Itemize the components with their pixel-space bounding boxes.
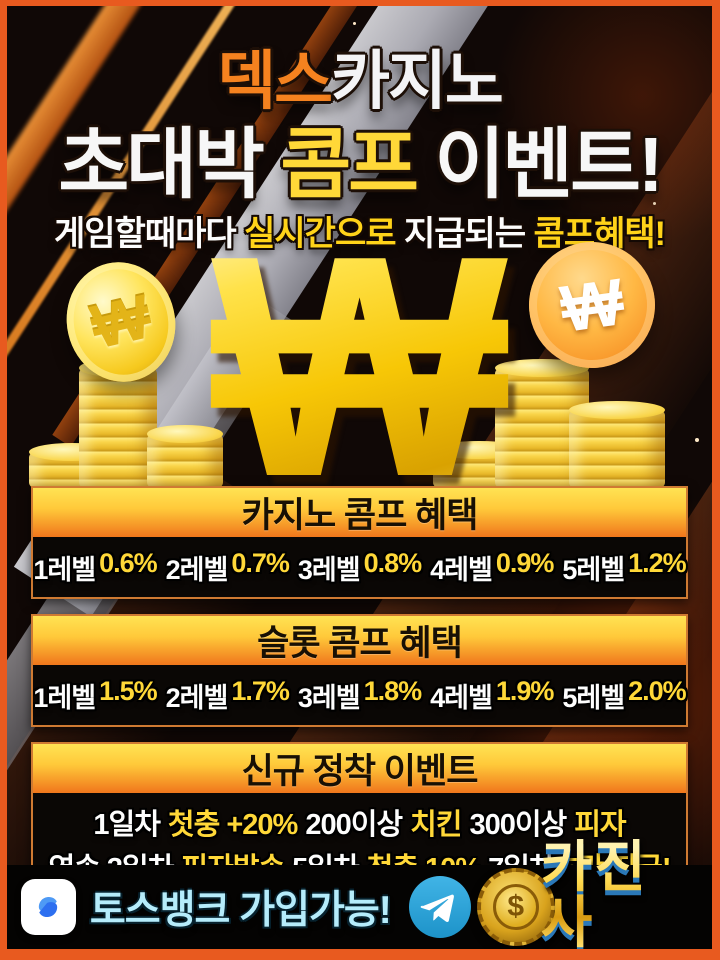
level-rate: 1레벨 1.5% xyxy=(33,675,157,713)
dollar-symbol: $ xyxy=(492,884,539,930)
casino-chip-icon: $ xyxy=(476,868,555,946)
event-line-1: 1일차 첫충 +20% 200이상 치킨 300이상 피자 xyxy=(93,809,626,841)
panel-newbie-title: 신규 정착 이벤트 xyxy=(33,744,686,793)
level-rate: 5레벨 2.0% xyxy=(562,675,686,713)
toss-bank-icon xyxy=(21,879,76,935)
level-rate: 4레벨 0.9% xyxy=(430,547,554,585)
panel-slot-title: 슬롯 콤프 혜택 xyxy=(33,616,686,665)
won-glyph: ₩ xyxy=(84,281,158,363)
panel-casino-title: 카지노 콤프 혜택 xyxy=(33,488,686,537)
toss-bank-label: 토스뱅크 가입가능! xyxy=(89,889,392,932)
event-headline: 초대박 콤프 이벤트! xyxy=(7,103,712,214)
panel-casino-body: 1레벨 0.6% 2레벨 0.7% 3레벨 0.8% 4레벨 0.9% 5레벨 1.2% xyxy=(33,537,686,597)
headline-part3: 이벤트! xyxy=(434,122,663,208)
footer-bar: 토스뱅크 가입가능! $ 카진사 카진사 xyxy=(7,839,712,949)
tagline-seg1: 게임할때마다 xyxy=(54,215,244,253)
banner-background: 덱스카지노 초대박 콤프 이벤트! 게임할때마다 실시간으로 지급되는 콤프혜택… xyxy=(7,6,712,949)
telegram-icon xyxy=(408,876,471,938)
tagline-seg3: 지급되는 xyxy=(396,215,534,253)
toss-logo-icon xyxy=(39,897,58,917)
panel-slot-comp: 슬롯 콤프 혜택 1레벨 1.5% 2레벨 1.7% 3레벨 1.8% 4레벨 1.9%… xyxy=(31,614,688,727)
gold-coins-illustration: ₩ ₩ ₩ xyxy=(7,209,712,524)
won-symbol: ₩ xyxy=(7,209,712,524)
main-title: 덱스카지노 xyxy=(7,30,712,122)
headline-part1: 초대박 xyxy=(58,122,265,208)
tagline-seg2: 실시간으로 xyxy=(244,215,396,253)
level-rate: 3레벨 1.8% xyxy=(297,675,422,713)
won-glyph: ₩ xyxy=(555,264,628,346)
headline-part2: 콤프 xyxy=(280,122,419,208)
panel-casino-comp: 카지노 콤프 혜택 1레벨 0.6% 2레벨 0.7% 3레벨 0.8% 4레벨 0.9… xyxy=(31,486,688,599)
brand-name: 덱스 xyxy=(217,45,333,117)
level-rate: 2레벨 1.7% xyxy=(165,675,290,713)
level-rate: 4레벨 1.9% xyxy=(430,675,554,713)
coin-stack xyxy=(569,401,665,488)
brand-suffix: 카지노 xyxy=(331,45,504,117)
site-logo: 카진사 카진사 xyxy=(541,839,698,950)
level-rate: 2레벨 0.7% xyxy=(165,547,290,585)
coin-stack xyxy=(147,425,223,488)
site-logo-text: 카진사 xyxy=(541,839,698,950)
level-rate: 3레벨 0.8% xyxy=(297,547,422,585)
panel-slot-body: 1레벨 1.5% 2레벨 1.7% 3레벨 1.8% 4레벨 1.9% 5레벨 2.0% xyxy=(33,665,686,725)
level-rate: 1레벨 0.6% xyxy=(33,547,157,585)
level-rate: 5레벨 1.2% xyxy=(562,547,686,585)
sparkle xyxy=(353,22,356,25)
